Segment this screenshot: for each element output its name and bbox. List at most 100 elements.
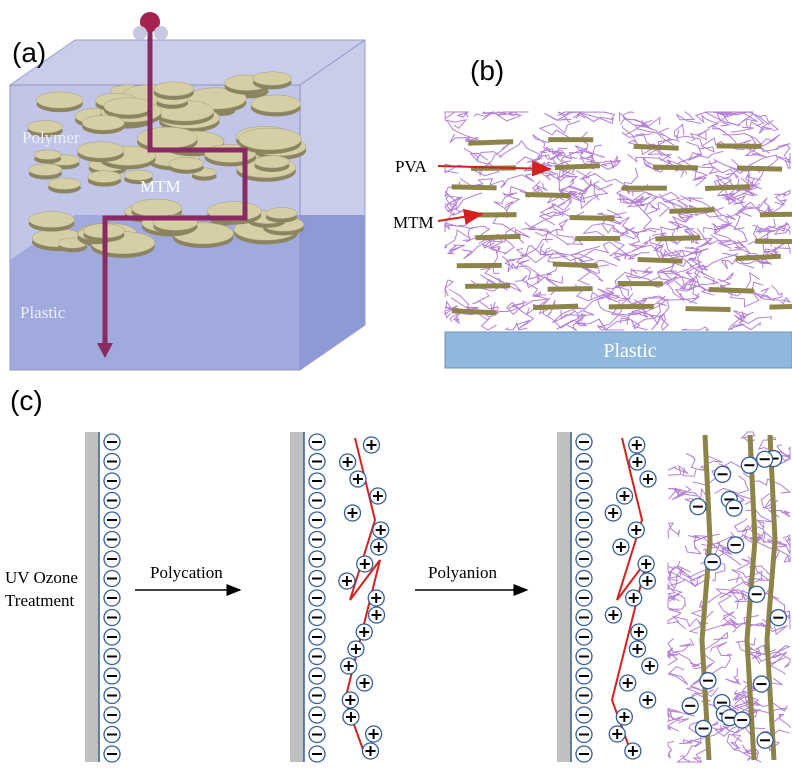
clay-platelet (717, 143, 762, 149)
clay-disc (34, 150, 61, 159)
clay-disc (254, 156, 289, 168)
polymer-chain (454, 112, 468, 117)
clay-platelet (769, 303, 792, 309)
clay-platelet (475, 234, 520, 240)
polymer-chain (673, 616, 702, 633)
treatment-label: Treatment (5, 591, 75, 610)
panel-label: (c) (10, 385, 43, 416)
polymer-chain (445, 280, 453, 297)
polymer-chain (689, 151, 724, 160)
clay-platelet (653, 165, 698, 171)
clay-disc (36, 92, 82, 108)
pointer (438, 214, 482, 221)
mtm-label: MTM (393, 213, 434, 232)
treatment-label: UV Ozone (5, 568, 78, 587)
polymer-chain (544, 248, 585, 262)
clay-platelet (575, 236, 620, 241)
polymer-chain (678, 169, 707, 186)
polymer-chain (668, 523, 680, 538)
clay-platelet (634, 144, 679, 151)
polymer-chain (774, 715, 790, 729)
clay-platelet (553, 261, 598, 268)
clay-disc (104, 98, 153, 115)
clay-disc (131, 199, 182, 217)
polymer-chain (549, 170, 575, 181)
clay-platelet (685, 306, 730, 312)
clay-disc (154, 82, 194, 96)
clay-platelet (637, 257, 682, 264)
polymer-chain (540, 121, 580, 138)
polymer-chain (702, 633, 728, 663)
polymer-chain (668, 639, 694, 653)
clay-platelet (548, 286, 593, 292)
step-label: Polyanion (428, 563, 497, 582)
polymer-chain (668, 594, 679, 611)
polymer-chain (502, 193, 519, 208)
clay-disc (251, 95, 301, 112)
clay-platelet (548, 137, 593, 142)
clay-platelet (618, 281, 663, 286)
polymer-chain (668, 652, 694, 667)
pva-label: PVA (395, 157, 428, 176)
polymer-chain (683, 454, 696, 477)
step-label: Polycation (150, 563, 223, 582)
clay-disc (88, 171, 121, 183)
clay-disc (253, 72, 292, 86)
polymer-chain (506, 323, 527, 330)
polymer-chain (699, 253, 738, 270)
clay-disc (169, 158, 204, 170)
clay-disc (82, 115, 124, 130)
clay-platelet (570, 215, 615, 221)
polymer-chain (726, 668, 740, 684)
polymer-chain (651, 202, 669, 216)
clay-platelet (709, 287, 754, 294)
polymer-chain (727, 734, 740, 750)
polymer-chain (635, 118, 674, 146)
polymer-chain (447, 245, 464, 253)
polymer-chain (506, 303, 534, 330)
clay-disc (137, 127, 198, 148)
molecule (133, 26, 147, 40)
polymer-chain (674, 125, 683, 138)
clay-disc (29, 164, 62, 176)
polymer-chain (756, 219, 775, 232)
plastic-label: Plastic (603, 340, 656, 362)
polymer-chain (677, 112, 702, 124)
polymer-chain (745, 510, 772, 528)
panel-b (445, 112, 792, 330)
panel-c (85, 432, 790, 762)
polymer-chain (619, 112, 636, 121)
polymer-chain (713, 204, 760, 230)
polymer-chain (681, 327, 708, 330)
mtm-label: MTM (140, 177, 181, 196)
polymer-chain (634, 198, 657, 232)
polymer-chain (776, 551, 790, 563)
polymer-chain (717, 589, 739, 609)
panel-label: (a) (12, 37, 46, 68)
polymer-chain (682, 247, 705, 256)
polymer-chain (566, 314, 586, 330)
clay-disc (239, 128, 302, 150)
clay-disc (77, 142, 124, 158)
polymer-chain (668, 466, 688, 475)
clay-platelet (755, 239, 792, 244)
substrate (290, 432, 304, 762)
polymer-chain (668, 716, 683, 731)
polymer-chain (677, 136, 714, 152)
polymer-chain (722, 612, 759, 628)
substrate (557, 432, 571, 762)
clay-disc (48, 178, 81, 189)
polymer-chain (668, 741, 674, 758)
clay-disc (29, 212, 75, 228)
polymer-chain (668, 667, 688, 685)
polymer-chain (774, 190, 790, 205)
clay-platelet (760, 211, 792, 217)
clay-platelet (465, 283, 510, 289)
polymer-chain (643, 293, 700, 300)
polymer-chain (712, 654, 732, 675)
clay-platelet (609, 304, 654, 310)
clay-platelet (702, 435, 710, 760)
polymer-chain (603, 242, 649, 259)
polymer-chain (557, 219, 568, 230)
polymer-chain (659, 277, 684, 289)
